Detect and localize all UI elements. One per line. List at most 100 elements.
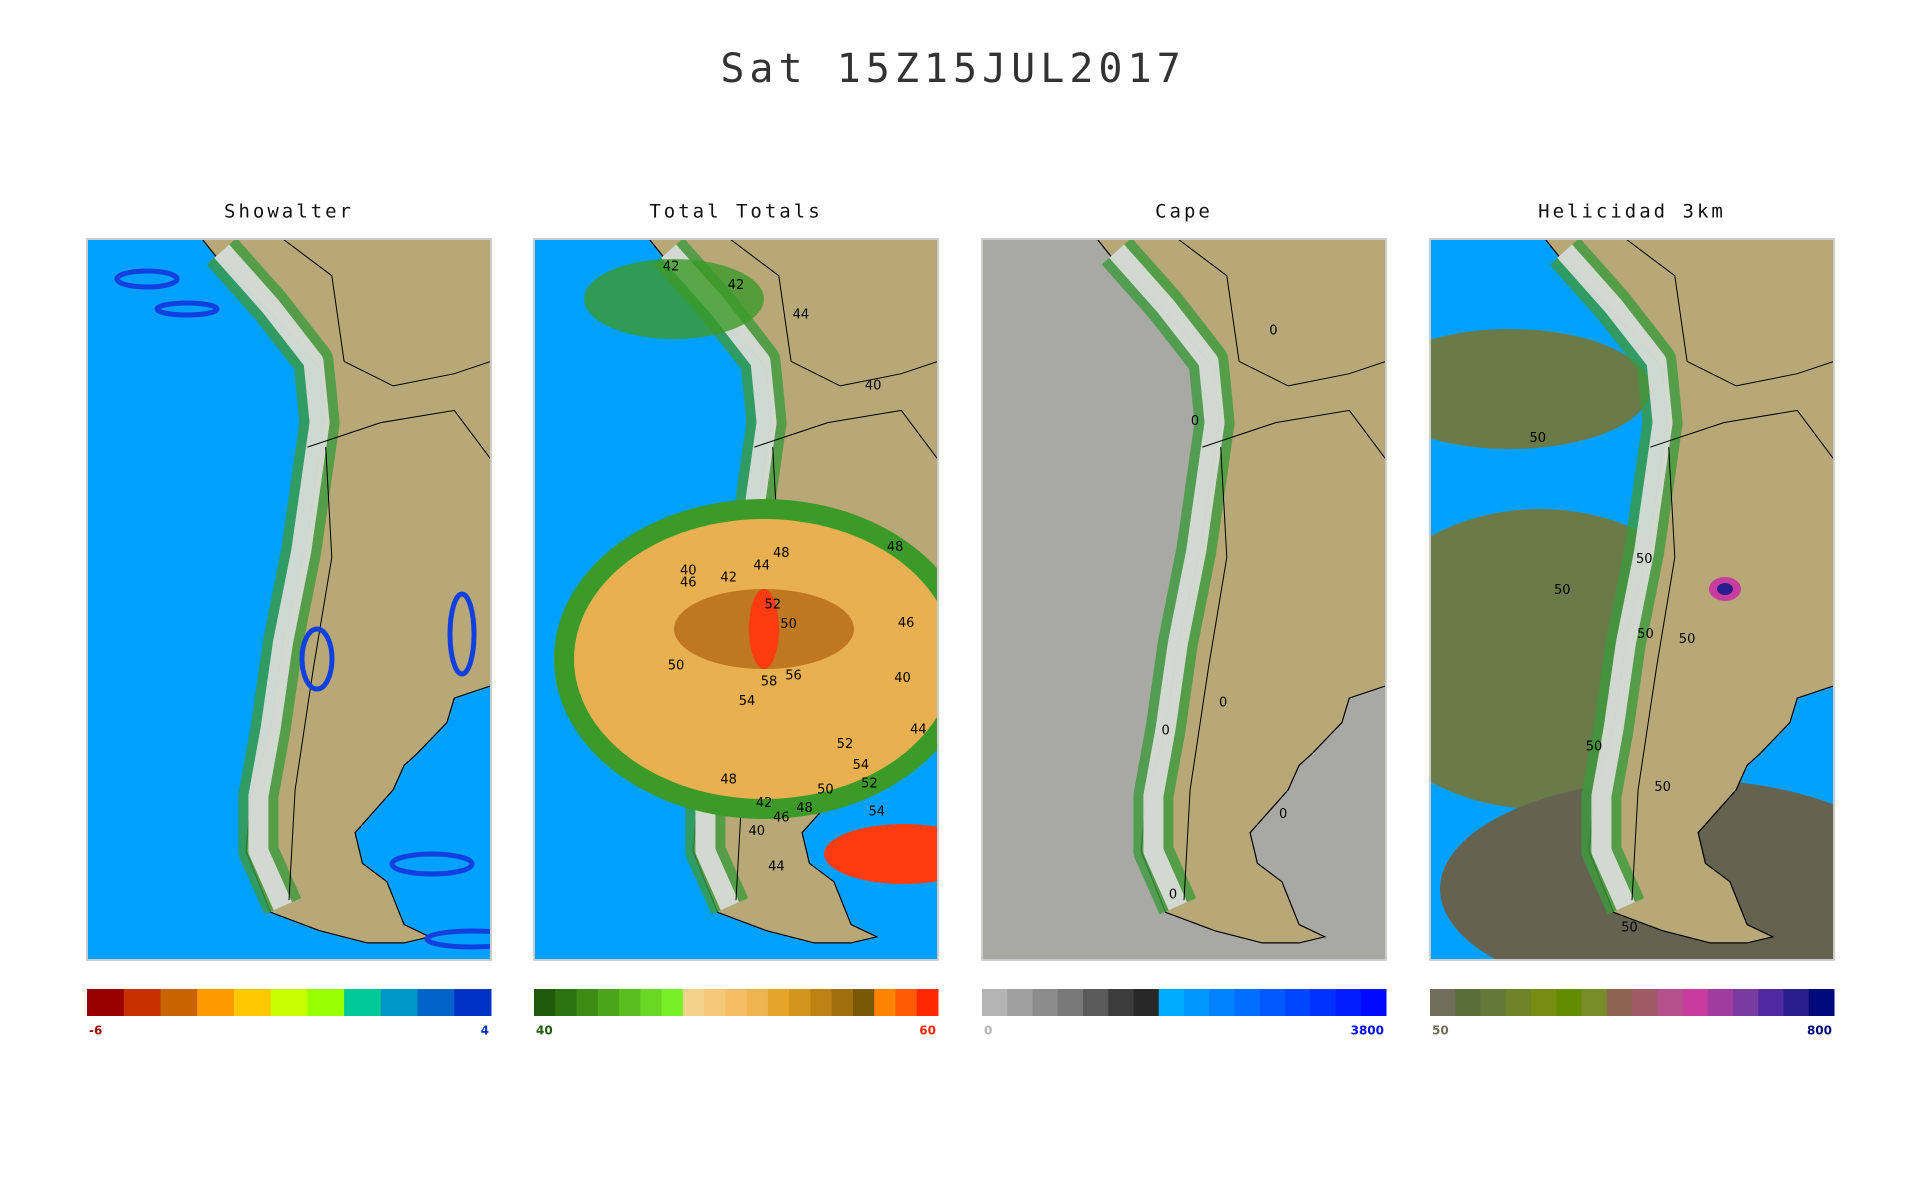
border [1183,447,1228,901]
tt-area [584,259,764,339]
colorbar-min: 0 [984,1024,992,1038]
colorbar-swatch [197,989,235,1016]
border [1238,360,1386,387]
instability-area [424,928,491,950]
contour-label: 50 [1586,740,1603,755]
border [1650,409,1834,460]
map-frame [1429,238,1835,961]
colorbar-swatch [704,989,726,1016]
colorbar-swatch [1158,989,1185,1016]
colorbar-swatch [380,989,419,1016]
colorbar-swatch [1310,989,1336,1016]
map-frame [86,238,492,961]
map-panel: 0 0 0 0 0 0 [981,238,1387,961]
contour-label: 0 [1169,888,1177,903]
border [1686,360,1834,387]
colorbar-swatch [555,989,578,1016]
colorbar-max: 4 [481,1024,489,1038]
contour-label: 58 [761,675,778,690]
colorbar-swatch [233,989,272,1016]
colorbar-min: 40 [536,1024,553,1038]
colorbar-swatch [1259,989,1286,1016]
contour-label: 44 [910,722,927,737]
instability-area [299,626,335,692]
colorbar-swatch [123,989,161,1016]
colorbar-swatch [1733,989,1759,1016]
border [1631,447,1676,901]
contour-label: 40 [894,671,911,686]
andes-snow [1557,244,1673,911]
contour-label: 50 [1637,627,1654,642]
contour-label: 46 [680,576,697,591]
colorbar-swatch [534,989,556,1016]
helicity-max [1717,583,1733,595]
colorbar-swatch [1032,989,1059,1016]
colorbar-swatch [916,989,939,1016]
tt-area [824,824,938,884]
contour-label: 52 [837,737,854,752]
contour-label: 54 [739,694,756,709]
map-panel: 50 50 50 50 50 50 50 50 [1429,238,1835,961]
colorbar-swatch [767,989,790,1016]
contour-label: 48 [720,773,737,788]
colorbar-swatch [1184,989,1210,1016]
colorbar-swatch [344,989,382,1016]
contour-label: 50 [668,659,685,674]
border [307,409,491,460]
colorbar-swatch [1657,989,1683,1016]
colorbar-swatch [1581,989,1608,1016]
map: 0 0 0 0 0 0 [982,239,1386,960]
instability-area [154,300,220,318]
contour-label: 0 [1161,724,1169,739]
instability-area [114,268,180,290]
map-frame [533,238,939,961]
colorbar-swatch [1480,989,1507,1016]
contour-label: 52 [861,776,878,791]
colorbar-swatch [270,989,308,1016]
contour-label: 56 [785,669,802,684]
map [87,239,491,960]
contour-label: 50 [1529,431,1546,446]
instability-area [389,851,475,877]
contour-label: 0 [1279,807,1287,822]
colorbar-max: 3800 [1351,1024,1384,1038]
instability-area [447,591,477,677]
contour-label: 54 [869,804,886,819]
contour-label: 46 [773,811,790,826]
colorbar-swatch [619,989,641,1016]
colorbar-min: -6 [89,1024,102,1038]
andes-snow [214,244,330,911]
colorbar-swatch [576,989,599,1016]
border [1177,239,1240,362]
contour-label: 46 [898,616,915,631]
colorbar-swatch [725,989,748,1016]
colorbar-swatch [831,989,854,1016]
colorbar-swatch [661,989,684,1016]
contour-label: 52 [764,598,781,613]
panel-title: Helicidad 3km [1538,201,1726,223]
colorbar-swatch [1234,989,1261,1016]
colorbar-swatch [682,989,705,1016]
map: 50 50 50 50 50 50 50 50 [1430,239,1834,960]
contour-label: 50 [1621,921,1638,936]
map-frame [981,238,1387,961]
tt-area [749,589,779,669]
contour-label: 0 [1219,695,1227,710]
colorbar-swatch [1556,989,1582,1016]
colorbar-swatch [1430,989,1456,1016]
colorbar-swatch [810,989,833,1016]
colorbar-swatch [1335,989,1362,1016]
colorbar-swatch [1682,989,1709,1016]
border [754,409,938,460]
contour-label: 54 [853,758,870,773]
border [288,447,333,901]
colorbar-swatch [982,989,1008,1016]
contour-label: 50 [1654,780,1671,795]
colorbar-swatch [895,989,918,1016]
colorbar-max: 800 [1807,1024,1832,1038]
colorbar-swatch [789,989,811,1016]
colorbar-swatch [417,989,455,1016]
